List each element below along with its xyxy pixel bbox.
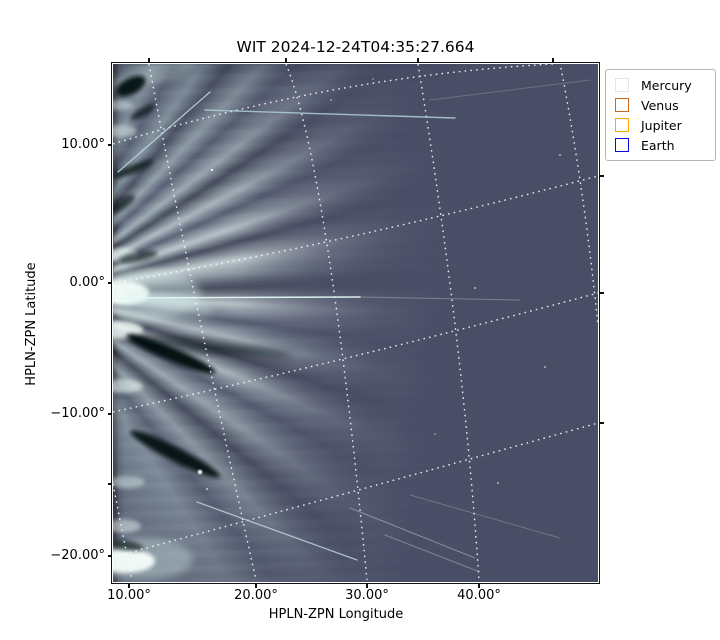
legend-item-jupiter: Jupiter bbox=[615, 115, 709, 135]
tick-mark bbox=[285, 57, 287, 62]
tick-mark bbox=[417, 57, 419, 62]
legend: Mercury Venus Jupiter Earth bbox=[605, 69, 716, 161]
axes-frame bbox=[111, 62, 600, 584]
plot-title: WIT 2024-12-24T04:35:27.664 bbox=[236, 38, 475, 56]
tick-mark bbox=[599, 175, 604, 177]
x-tick-label: 20.00° bbox=[234, 588, 278, 603]
graticule-latitude-p10 bbox=[113, 64, 554, 145]
stars bbox=[197, 78, 561, 490]
earth-marker-icon bbox=[615, 138, 629, 152]
tick-mark bbox=[255, 583, 257, 588]
tick-mark bbox=[107, 483, 112, 485]
legend-label: Earth bbox=[641, 137, 675, 153]
y-tick-label: 0.00° bbox=[69, 275, 105, 290]
graticule-latitude-m20 bbox=[113, 422, 598, 558]
tick-mark bbox=[148, 57, 150, 62]
y-tick-label: 10.00° bbox=[61, 137, 105, 152]
y-tick-label: −20.00° bbox=[50, 548, 105, 563]
tick-mark bbox=[107, 282, 112, 284]
fan-fade bbox=[113, 64, 598, 582]
x-tick-label: 30.00° bbox=[345, 588, 389, 603]
tick-mark bbox=[107, 144, 112, 146]
graticule-longitude-10 bbox=[113, 483, 133, 581]
tick-mark bbox=[128, 583, 130, 588]
y-tick-label: −10.00° bbox=[50, 406, 105, 421]
graticule-longitude-50 bbox=[560, 67, 598, 327]
tick-mark bbox=[107, 413, 112, 415]
graticule-and-streaks bbox=[113, 64, 598, 581]
legend-label: Jupiter bbox=[641, 117, 682, 133]
tick-mark bbox=[552, 57, 554, 62]
graticule-longitude-30 bbox=[285, 64, 368, 581]
graticule bbox=[113, 64, 598, 581]
mercury-marker-icon bbox=[615, 78, 629, 92]
y-axis-label: HPLN-ZPN Latitude bbox=[24, 262, 39, 386]
tick-mark bbox=[107, 555, 112, 557]
tick-mark bbox=[599, 422, 604, 424]
jupiter-marker-icon bbox=[615, 118, 629, 132]
venus-marker-icon bbox=[615, 98, 629, 112]
legend-item-venus: Venus bbox=[615, 95, 709, 115]
tick-mark bbox=[366, 583, 368, 588]
legend-label: Venus bbox=[641, 97, 679, 113]
legend-item-mercury: Mercury bbox=[615, 75, 709, 95]
x-axis-label: HPLN-ZPN Longitude bbox=[268, 607, 404, 622]
x-tick-label: 40.00° bbox=[457, 588, 501, 603]
tick-mark bbox=[599, 292, 604, 294]
streak-trails bbox=[113, 79, 591, 573]
legend-item-earth: Earth bbox=[615, 135, 709, 155]
plot-area bbox=[113, 64, 598, 582]
x-tick-label: 10.00° bbox=[107, 588, 151, 603]
tick-mark bbox=[478, 583, 480, 588]
graticule-longitude-40 bbox=[417, 64, 480, 581]
legend-label: Mercury bbox=[641, 77, 692, 93]
